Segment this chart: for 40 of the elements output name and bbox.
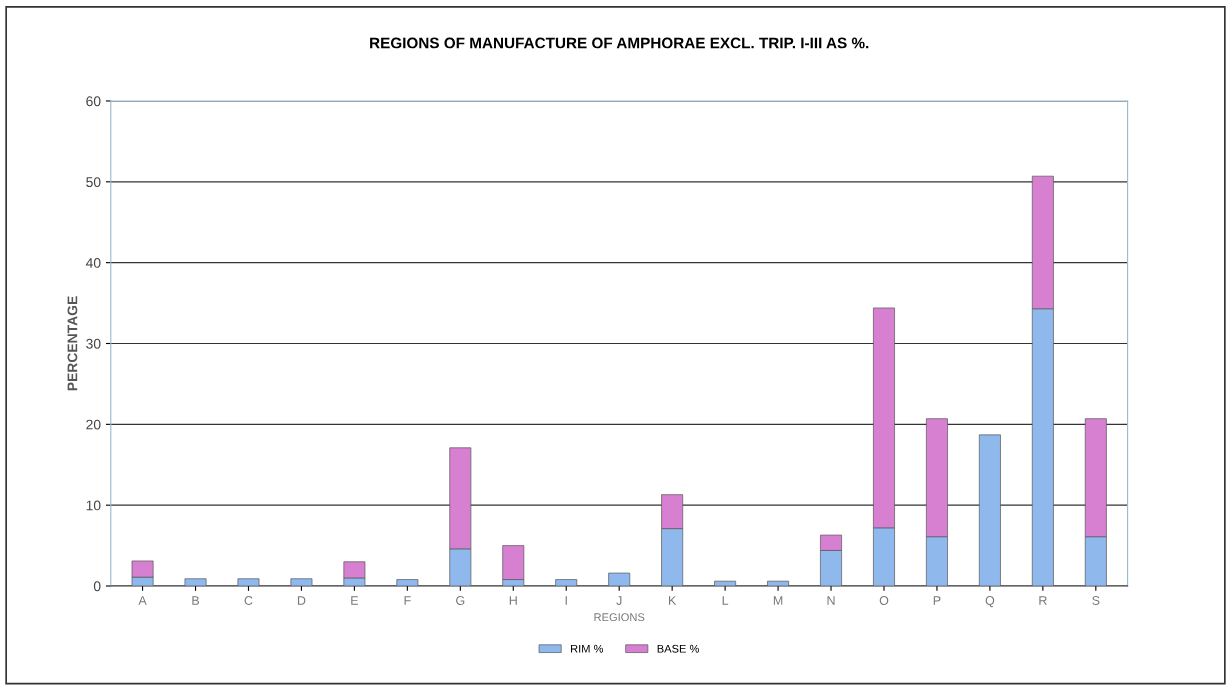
y-tick-label: 50 (86, 177, 101, 187)
y-tick-label: 30 (86, 338, 101, 349)
x-tick-label: K (669, 596, 677, 605)
y-tick-label: 20 (86, 419, 101, 430)
x-tick-label: N (827, 596, 835, 605)
x-tick-label: P (933, 596, 941, 605)
bar (184, 578, 207, 587)
x-tick-label: B (192, 596, 200, 605)
x-tick-label: S (1092, 596, 1100, 605)
bar (767, 580, 790, 587)
x-tick-label: F (404, 596, 411, 605)
bar (237, 578, 260, 587)
bar (555, 579, 578, 587)
y-tick-label: 60 (86, 96, 101, 107)
x-tick-label: E (351, 596, 359, 605)
x-tick-label: R (1039, 596, 1047, 605)
x-tick-label: C (244, 596, 253, 605)
x-tick-label: A (138, 596, 147, 605)
y-tick-label: 0 (93, 581, 101, 592)
y-tick-label: 10 (86, 500, 101, 511)
bar (396, 579, 419, 587)
x-tick-label: H (509, 596, 517, 605)
x-tick-label: I (565, 596, 567, 605)
legend-label: RIM % (571, 644, 604, 653)
bar (714, 580, 737, 587)
bar (978, 434, 1001, 587)
x-tick-label: J (616, 596, 622, 605)
bar (608, 572, 631, 587)
bar (290, 578, 313, 587)
x-tick-label: G (456, 596, 465, 605)
x-tick-label: O (879, 596, 889, 605)
x-axis-title: REGIONS (594, 613, 645, 622)
x-tick-label: Q (985, 596, 995, 608)
y-tick-label: 40 (85, 258, 101, 268)
x-tick-label: D (297, 596, 306, 605)
x-tick-label: M (773, 596, 783, 605)
chart-title: REGIONS OF MANUFACTURE OF AMPHORAE EXCL. TRIP. I-III AS %. (370, 37, 869, 49)
x-tick-label: L (722, 596, 729, 605)
y-axis-title: PERCENTAGE (67, 296, 78, 391)
legend-label: BASE % (657, 644, 699, 653)
